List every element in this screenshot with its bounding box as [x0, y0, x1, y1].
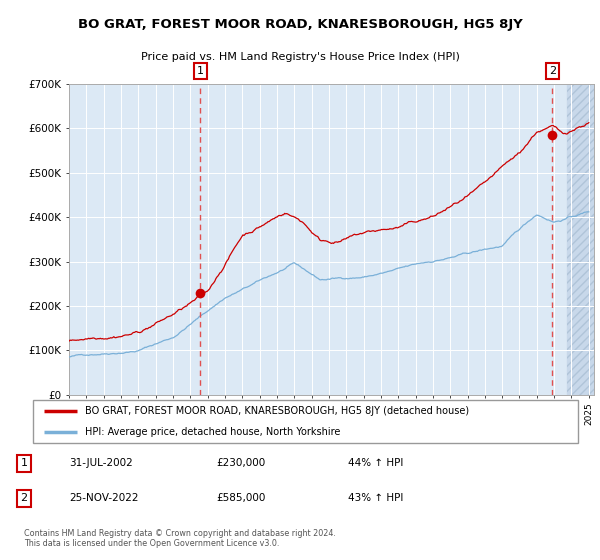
Text: 2: 2 [20, 493, 28, 503]
Text: BO GRAT, FOREST MOOR ROAD, KNARESBOROUGH, HG5 8JY (detached house): BO GRAT, FOREST MOOR ROAD, KNARESBOROUGH… [85, 406, 469, 416]
Text: 43% ↑ HPI: 43% ↑ HPI [348, 493, 403, 503]
Text: HPI: Average price, detached house, North Yorkshire: HPI: Average price, detached house, Nort… [85, 427, 341, 437]
Text: Price paid vs. HM Land Registry's House Price Index (HPI): Price paid vs. HM Land Registry's House … [140, 52, 460, 62]
FancyBboxPatch shape [33, 399, 578, 444]
Bar [567, 84, 594, 395]
Text: Contains HM Land Registry data © Crown copyright and database right 2024.
This d: Contains HM Land Registry data © Crown c… [24, 529, 336, 548]
Text: 1: 1 [20, 459, 28, 468]
Text: £230,000: £230,000 [216, 459, 265, 468]
Text: 25-NOV-2022: 25-NOV-2022 [69, 493, 139, 503]
Bar [567, 84, 594, 395]
Text: £585,000: £585,000 [216, 493, 265, 503]
Text: 2: 2 [549, 66, 556, 76]
Text: 1: 1 [197, 66, 204, 76]
Text: BO GRAT, FOREST MOOR ROAD, KNARESBOROUGH, HG5 8JY: BO GRAT, FOREST MOOR ROAD, KNARESBOROUGH… [77, 18, 523, 31]
Text: 31-JUL-2002: 31-JUL-2002 [69, 459, 133, 468]
Text: 44% ↑ HPI: 44% ↑ HPI [348, 459, 403, 468]
